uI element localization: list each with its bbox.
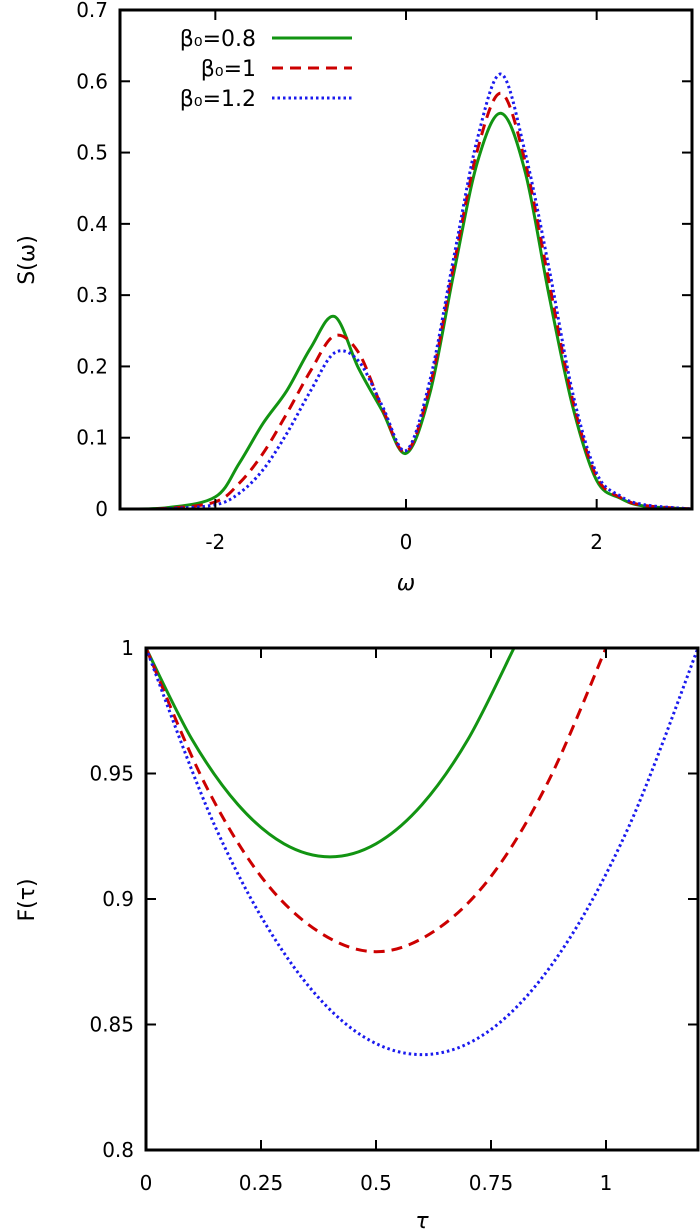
x-tick-label: 1 bbox=[600, 1171, 613, 1195]
y-tick-label: 0.2 bbox=[76, 354, 108, 378]
y-tick-label: 0 bbox=[95, 497, 108, 521]
series-line-dashed bbox=[120, 91, 692, 509]
y-tick-label: 0.1 bbox=[76, 426, 108, 450]
y-tick-label: 0.5 bbox=[76, 141, 108, 165]
plot-frame bbox=[118, 8, 694, 511]
x-tick-label: 0.25 bbox=[239, 1171, 284, 1195]
x-tick-label: -2 bbox=[205, 530, 225, 554]
x-tick-label: 0.5 bbox=[360, 1171, 392, 1195]
y-tick-label: 0.6 bbox=[76, 69, 108, 93]
y-tick-label: 0.3 bbox=[76, 283, 108, 307]
y-tick-label: 0.9 bbox=[102, 887, 134, 911]
series-line-dotted bbox=[146, 648, 698, 1057]
legend-label: β₀=1.2 bbox=[180, 87, 256, 112]
series-line-dashed bbox=[146, 648, 608, 954]
legend-label: β₀=1 bbox=[201, 57, 256, 82]
y-axis-label: F(τ) bbox=[15, 878, 40, 921]
x-tick-label: 2 bbox=[590, 530, 603, 554]
plot-frame bbox=[144, 646, 700, 1152]
y-tick-label: 0.95 bbox=[89, 762, 134, 786]
x-axis-label: ω bbox=[397, 571, 415, 596]
x-tick-label: 0 bbox=[400, 530, 413, 554]
series-line-solid bbox=[146, 648, 516, 859]
correlation-function-plot: 0 0.25 0.5 0.75 1 0.8 0.85 0.9 0.95 1 τ F(τ) bbox=[15, 636, 700, 1232]
legend: β₀=0.8 β₀=1 β₀=1.2 bbox=[180, 27, 352, 112]
x-axis-label: τ bbox=[415, 1209, 429, 1232]
spectral-function-plot: -2 0 200.10.20.30.40.50.60.7ωS(ω)β₀=0.8β₀=… bbox=[15, 0, 694, 596]
y-tick-label: 1 bbox=[121, 636, 134, 660]
y-tick-label: 0.8 bbox=[102, 1138, 134, 1162]
x-tick-label: 0.75 bbox=[469, 1171, 514, 1195]
y-tick-label: 0.4 bbox=[76, 212, 108, 236]
x-tick-label: 0 bbox=[140, 1171, 153, 1195]
y-tick-label: 0.85 bbox=[89, 1013, 134, 1037]
y-axis-label: S(ω) bbox=[15, 235, 40, 285]
y-tick-label: 0.7 bbox=[76, 0, 108, 22]
legend-label: β₀=0.8 bbox=[180, 27, 256, 52]
series-line-dotted bbox=[120, 72, 692, 509]
